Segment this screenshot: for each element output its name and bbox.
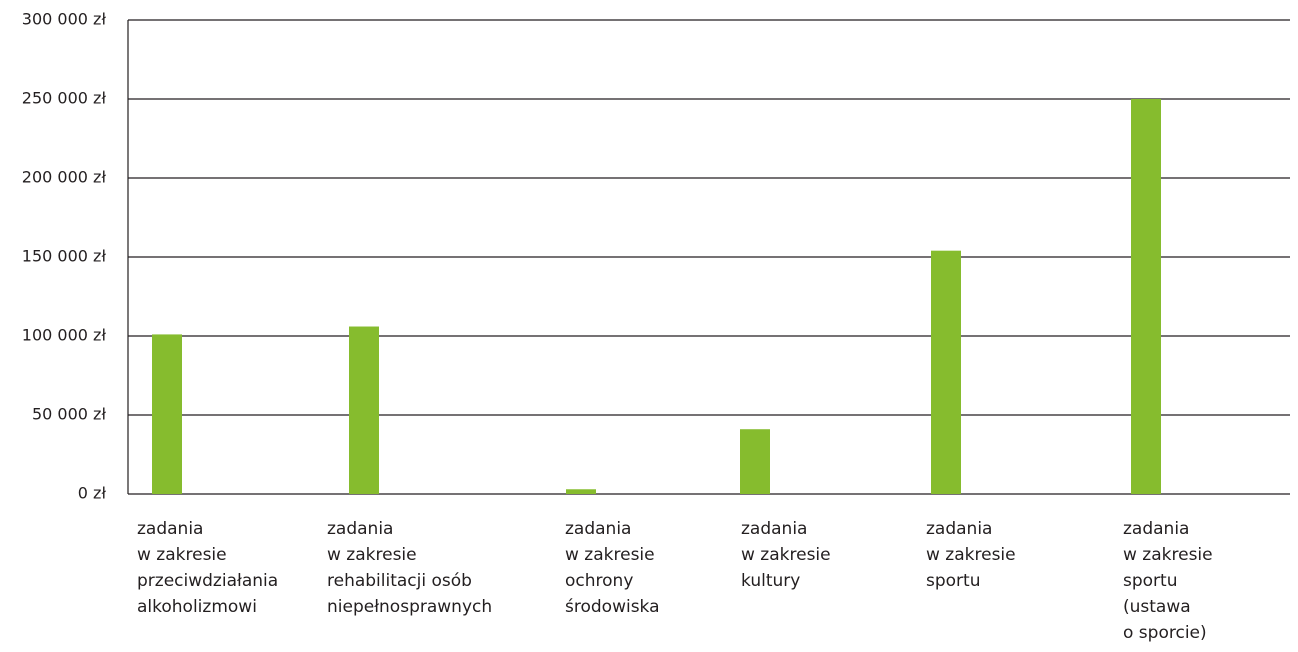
- bar: [740, 429, 770, 494]
- bar: [152, 334, 182, 494]
- y-tick-label: 300 000 zł: [22, 10, 107, 29]
- y-tick-label: 150 000 zł: [22, 247, 107, 266]
- x-tick-label: zadania w zakresie ochrony środowiska: [565, 519, 660, 617]
- bar: [566, 489, 596, 494]
- bar: [931, 250, 961, 494]
- y-tick-label: 50 000 zł: [32, 405, 106, 424]
- x-tick-label: zadania w zakresie przeciwdziałania alko…: [137, 519, 279, 617]
- y-tick-label: 250 000 zł: [22, 89, 107, 108]
- x-tick-label: zadania w zakresie sportu: [926, 519, 1016, 591]
- x-tick-label: zadania w zakresie sportu (ustawa o spor…: [1123, 519, 1213, 643]
- y-tick-label: 0 zł: [78, 484, 107, 503]
- bar: [349, 326, 379, 494]
- y-tick-label: 200 000 zł: [22, 168, 107, 187]
- x-tick-label: zadania w zakresie kultury: [741, 519, 831, 591]
- y-tick-label: 100 000 zł: [22, 326, 107, 345]
- x-tick-label: zadania w zakresie rehabilitacji osób ni…: [327, 519, 493, 617]
- bar: [1131, 99, 1161, 494]
